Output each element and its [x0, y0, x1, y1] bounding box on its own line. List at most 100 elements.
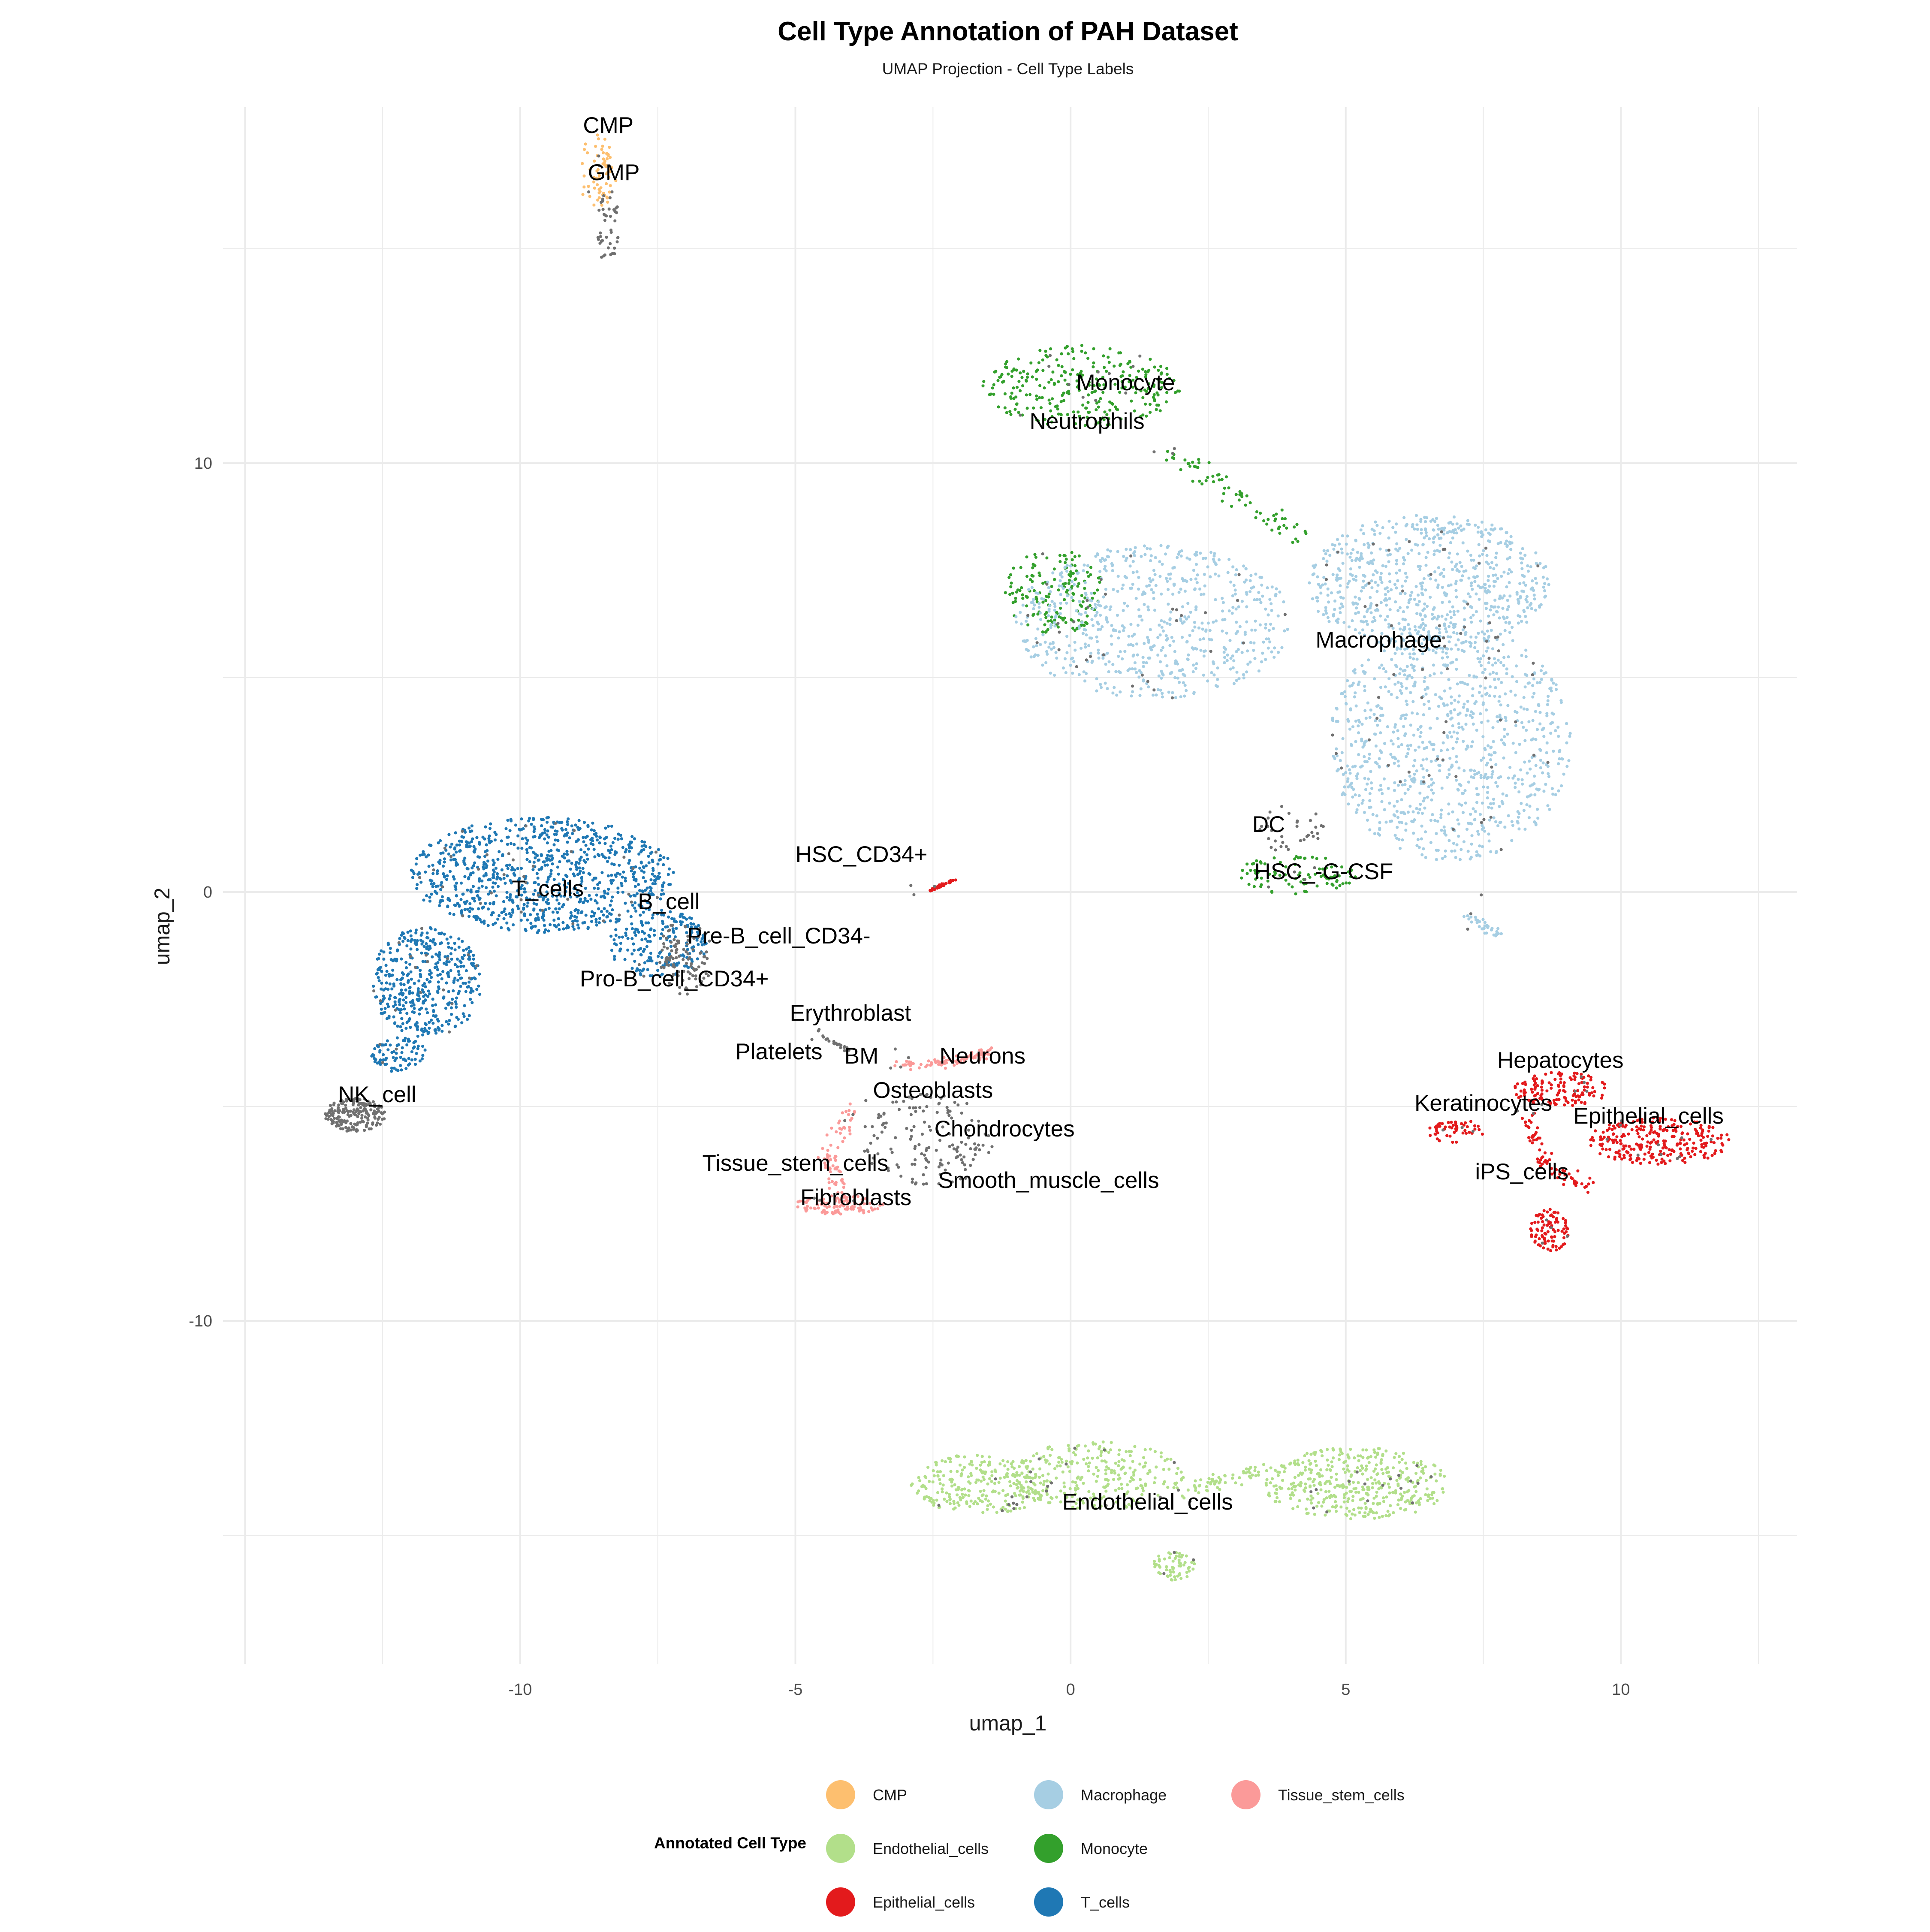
cell-point: [1166, 622, 1169, 625]
cell-point: [942, 883, 945, 886]
cell-point: [1508, 542, 1511, 545]
cell-point: [1416, 712, 1419, 715]
cell-point: [1513, 775, 1516, 778]
cell-point: [1496, 610, 1499, 613]
cell-point: [1131, 667, 1134, 670]
cell-point: [1498, 700, 1501, 703]
cell-point: [1173, 650, 1176, 653]
cell-point: [1411, 711, 1414, 714]
cell-point: [619, 947, 622, 950]
cell-point: [1167, 588, 1170, 591]
cell-point: [1420, 764, 1423, 767]
cell-point: [392, 1016, 395, 1019]
cell-point: [431, 955, 434, 958]
cell-point: [493, 890, 496, 893]
cell-point: [1469, 916, 1472, 919]
cell-point: [1013, 368, 1016, 371]
cell-point: [378, 952, 381, 955]
cell-point: [1467, 850, 1470, 853]
cell-point: [1058, 554, 1062, 557]
cell-point: [1036, 368, 1039, 371]
cell-point: [1375, 524, 1378, 527]
cell-point: [1390, 588, 1393, 591]
cell-point: [1356, 551, 1359, 554]
cell-point: [1399, 667, 1402, 670]
cell-point: [1149, 559, 1152, 562]
cell-point: [1072, 593, 1075, 596]
cell-point: [417, 980, 420, 983]
cell-point: [1274, 848, 1277, 851]
cell-point: [1378, 757, 1381, 760]
cell-point: [441, 970, 444, 973]
cell-point: [1121, 587, 1124, 590]
cell-point: [1132, 560, 1135, 563]
cell-point: [1520, 620, 1523, 623]
cell-point: [1348, 556, 1351, 559]
cell-point: [506, 874, 509, 877]
cell-point: [1097, 576, 1100, 579]
cell-point: [1200, 621, 1203, 624]
cell-point: [456, 965, 459, 968]
cell-point: [1528, 681, 1531, 684]
cell-point: [1436, 717, 1439, 720]
cell-point: [449, 870, 452, 873]
cell-point: [1549, 732, 1552, 735]
cell-point: [936, 886, 939, 889]
cell-point: [1411, 525, 1414, 528]
cell-point: [1016, 386, 1019, 389]
cell-point: [554, 838, 557, 841]
cell-point: [446, 904, 449, 907]
cell-point: [1490, 807, 1493, 810]
cell-point: [1440, 829, 1443, 832]
cell-point: [633, 949, 636, 952]
cell-point: [1422, 776, 1425, 779]
cell-point: [526, 839, 529, 842]
cell-point: [1064, 657, 1067, 660]
cell-point: [1462, 541, 1465, 544]
cell-point: [1134, 667, 1137, 670]
cell-point: [425, 1023, 428, 1026]
cell-point: [1269, 623, 1272, 626]
cell-point: [1420, 588, 1423, 591]
cell-point: [1524, 615, 1527, 618]
cell-point: [415, 862, 418, 865]
cell-point: [1049, 590, 1052, 593]
cell-point: [1143, 592, 1146, 595]
cell-point: [1453, 610, 1456, 613]
cell-point: [661, 885, 664, 888]
cell-point: [1370, 552, 1373, 555]
cell-point: [1249, 869, 1252, 872]
cell-point: [1492, 613, 1495, 616]
cell-point: [590, 920, 593, 923]
cell-point: [1140, 555, 1143, 558]
cell-point: [1251, 862, 1254, 865]
cell-point: [658, 961, 661, 964]
cell-point: [1249, 574, 1252, 577]
cell-point: [1404, 579, 1407, 582]
cell-point: [1505, 531, 1508, 534]
cell-point: [1063, 617, 1066, 620]
cell-point: [496, 918, 499, 921]
cell-point: [1221, 609, 1224, 612]
cell-point: [454, 948, 457, 951]
cell-point: [516, 867, 519, 870]
cell-point: [504, 913, 507, 916]
cell-point: [434, 952, 437, 955]
cell-point: [1135, 671, 1138, 674]
cell-point: [434, 1003, 437, 1006]
cell-point: [1546, 741, 1549, 744]
cell-point: [597, 238, 600, 241]
cell-point: [1343, 690, 1346, 693]
cell-point: [1347, 720, 1350, 723]
cell-point: [443, 857, 446, 860]
cell-point: [675, 920, 678, 923]
cell-point: [454, 858, 457, 861]
cell-point: [413, 1007, 416, 1010]
cell-point: [1324, 552, 1327, 555]
cell-point: [1041, 359, 1044, 362]
cell-point: [1309, 819, 1312, 822]
cell-point: [610, 899, 613, 902]
cell-point: [616, 886, 619, 889]
cell-point: [1443, 829, 1446, 832]
cell-point: [1195, 563, 1198, 566]
